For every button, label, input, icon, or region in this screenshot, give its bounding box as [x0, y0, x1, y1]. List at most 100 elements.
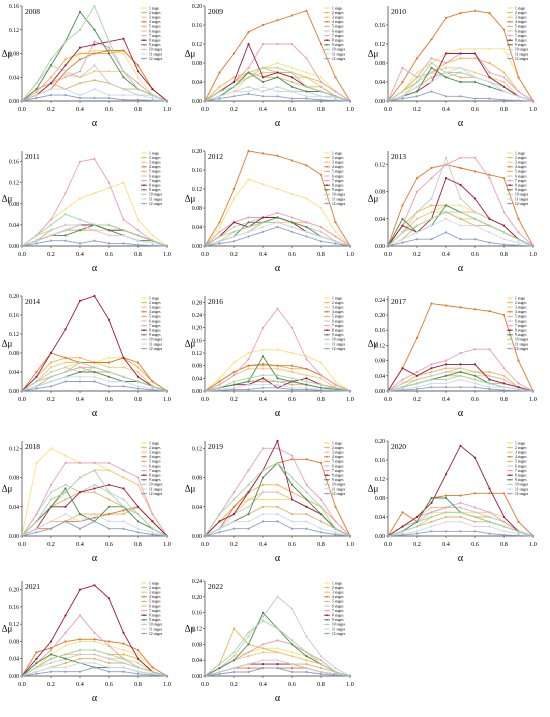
- y-tick-label: 0.20: [192, 149, 202, 155]
- data-point: [218, 230, 221, 233]
- data-point: [415, 336, 419, 339]
- y-tick-label: 0.12: [375, 343, 385, 349]
- legend-marker: [509, 446, 511, 449]
- legend-marker: [143, 455, 145, 458]
- chart-panel-2008: 0.0 0.2 0.4 0.6 0.8 1.0 0.00 0.04 0.08 0.12 0.16 α Δ…: [2, 4, 171, 129]
- data-point: [415, 85, 419, 88]
- data-point: [64, 513, 67, 516]
- data-point: [107, 366, 111, 369]
- data-point: [444, 211, 448, 214]
- data-point: [459, 12, 462, 15]
- panel-year-title: 2008: [25, 7, 40, 16]
- legend-marker: [509, 347, 511, 350]
- data-point: [401, 224, 404, 227]
- y-tick-label: 0.24: [375, 298, 385, 304]
- legend-label: 1 stage: [515, 6, 525, 10]
- legend-label: 7 stages: [332, 34, 344, 38]
- data-point: [49, 653, 53, 656]
- legend-marker: [509, 329, 511, 332]
- data-point: [517, 386, 520, 389]
- legend-label: 6 stages: [149, 319, 161, 323]
- legend-label: 9 stages: [332, 478, 344, 482]
- data-point: [107, 644, 111, 647]
- data-point: [122, 52, 125, 55]
- data-point: [444, 156, 448, 159]
- x-tick-label: 0.6: [471, 541, 479, 548]
- x-tick-label: 0.8: [134, 541, 142, 548]
- data-point: [319, 225, 323, 229]
- data-point: [348, 244, 352, 248]
- data-point: [430, 211, 433, 214]
- data-point: [64, 70, 67, 73]
- x-tick-label: 0.6: [105, 251, 113, 258]
- x-tick-label: 0.2: [413, 541, 421, 548]
- data-point: [290, 351, 294, 355]
- data-point: [151, 527, 154, 530]
- data-point: [151, 388, 154, 392]
- data-point: [261, 380, 265, 383]
- data-point: [261, 23, 265, 27]
- legend-label: 3 stages: [149, 16, 161, 20]
- axes: 0.0 0.2 0.4 0.6 0.8 1.0 0.00 0.04 0.08 0.12 0.16 0.…: [192, 4, 354, 113]
- data-point: [473, 217, 477, 220]
- y-axis-label: Δμ: [368, 194, 379, 204]
- data-point: [444, 511, 448, 514]
- legend-marker: [143, 301, 145, 304]
- data-point: [502, 382, 506, 385]
- data-point: [305, 97, 308, 100]
- data-point: [218, 97, 221, 100]
- legend-marker: [509, 202, 511, 205]
- data-point: [49, 657, 53, 660]
- data-point: [334, 97, 337, 100]
- data-point: [290, 97, 294, 100]
- data-point: [203, 389, 207, 393]
- data-point: [502, 313, 506, 317]
- data-point: [20, 674, 24, 678]
- legend-label: 2 stages: [515, 156, 527, 160]
- legend-label: 12 stages: [149, 492, 163, 496]
- data-point: [305, 235, 308, 238]
- data-point: [334, 99, 337, 102]
- legend-marker: [326, 618, 328, 621]
- legend-marker: [326, 170, 328, 173]
- legend-marker: [509, 297, 511, 299]
- data-point: [415, 90, 419, 93]
- y-tick-label: 0.16: [9, 4, 19, 10]
- data-point: [49, 351, 53, 355]
- y-tick-label: 0.08: [192, 61, 202, 67]
- data-point: [247, 498, 250, 501]
- y-tick-label: 0.08: [192, 364, 202, 370]
- data-point: [261, 647, 265, 650]
- data-point: [290, 377, 294, 380]
- legend-label: 2 stages: [332, 586, 344, 590]
- data-point: [151, 244, 154, 247]
- data-point: [444, 494, 448, 497]
- data-point: [276, 225, 279, 229]
- legend-label: 5 stages: [332, 170, 344, 174]
- data-point: [305, 367, 308, 370]
- data-point: [49, 94, 53, 97]
- y-tick-label: 0.00: [375, 244, 385, 250]
- data-point: [136, 505, 140, 508]
- data-point: [290, 159, 294, 162]
- data-point: [401, 525, 404, 528]
- legend-label: 3 stages: [149, 306, 161, 310]
- data-point: [444, 473, 448, 476]
- data-point: [430, 506, 433, 509]
- legend-label: 12 stages: [332, 202, 346, 206]
- data-point: [290, 380, 294, 383]
- legend-marker: [326, 474, 328, 477]
- data-point: [276, 19, 279, 22]
- x-axis-label: α: [275, 263, 281, 274]
- data-point: [488, 378, 491, 381]
- data-point: [488, 348, 491, 351]
- data-point: [401, 66, 404, 69]
- data-point: [49, 361, 53, 364]
- data-point: [444, 359, 448, 362]
- data-point: [261, 667, 265, 670]
- legend-label: 8 stages: [332, 474, 344, 478]
- series-group: [203, 595, 352, 678]
